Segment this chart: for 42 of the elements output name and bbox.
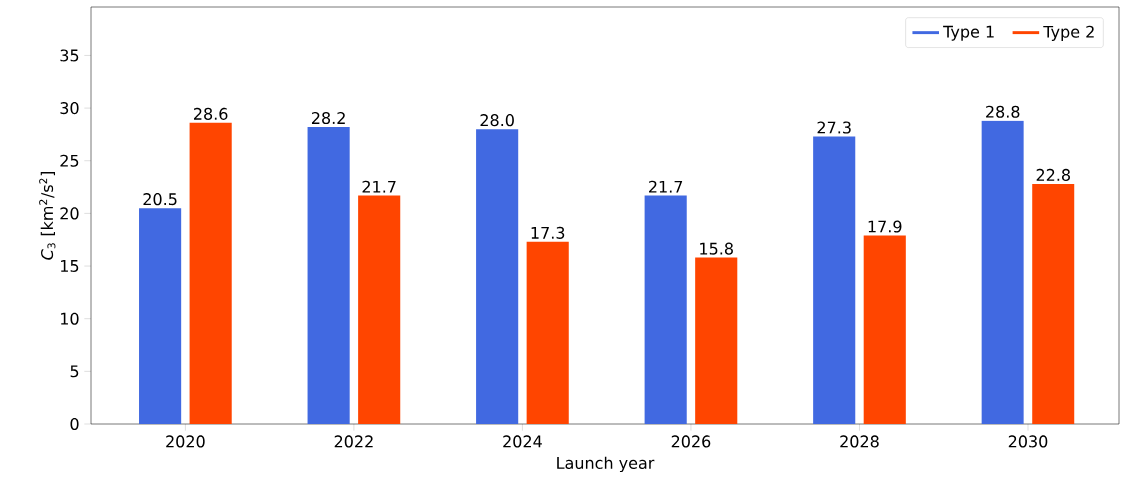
bar — [644, 195, 687, 424]
bar — [139, 208, 182, 424]
bar — [863, 235, 906, 424]
data-label: 21.7 — [362, 180, 396, 193]
data-label: 27.3 — [817, 121, 851, 134]
data-label: 22.8 — [1036, 168, 1070, 181]
data-label: 28.8 — [986, 105, 1020, 118]
bar — [476, 129, 519, 424]
data-label: 20.5 — [143, 193, 177, 206]
bar — [1032, 183, 1075, 424]
x-tick-label: 2020 — [166, 435, 205, 448]
x-tick-label: 2024 — [503, 435, 542, 448]
bar — [358, 195, 401, 424]
bar — [189, 122, 232, 424]
bar — [526, 241, 569, 424]
data-label: 21.7 — [649, 180, 683, 193]
data-label: 15.8 — [700, 242, 733, 255]
y-tick-label: 35 — [60, 49, 79, 62]
x-tick-label: 2028 — [840, 435, 879, 448]
x-tick-label: 2026 — [671, 435, 711, 448]
y-axis-title: C$_{3}$ [km$^{2}$/s$^{2}$] — [39, 172, 56, 260]
y-tick-label: 15 — [61, 260, 79, 272]
x-axis-title: Launch year — [557, 456, 655, 473]
bar — [981, 120, 1024, 424]
y-tick-label: 5 — [70, 365, 79, 378]
bar — [307, 127, 350, 424]
y-tick-label: 0 — [70, 417, 79, 431]
y-tick-label: 25 — [60, 154, 79, 167]
data-label: 17.3 — [531, 226, 565, 239]
y-tick-label: 10 — [61, 312, 79, 325]
bar — [695, 257, 738, 424]
data-label: 17.9 — [868, 220, 902, 233]
data-label: 28.0 — [480, 114, 514, 127]
data-label: 28.2 — [311, 112, 345, 125]
legend-label: Type 1 — [943, 25, 994, 41]
x-tick-label: 2030 — [1008, 435, 1048, 448]
bar — [813, 136, 856, 424]
data-label: 28.6 — [194, 107, 228, 120]
x-tick-label: 2022 — [334, 435, 373, 448]
y-tick-label: 30 — [60, 102, 79, 115]
legend-label: Type 2 — [1043, 25, 1094, 41]
y-tick-label: 20 — [60, 207, 79, 220]
